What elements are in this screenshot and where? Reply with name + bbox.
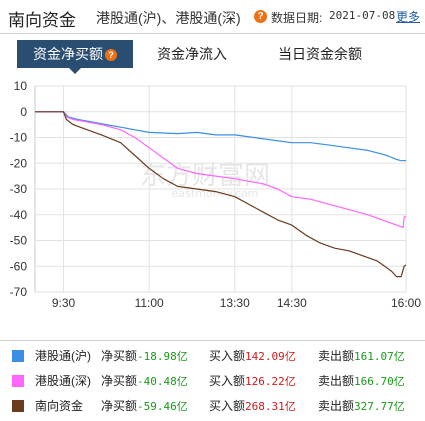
buy-value: 142.09亿: [245, 350, 296, 363]
legend-buy: 买入额268.31亿: [209, 396, 296, 417]
buy-label: 买入额: [209, 374, 246, 388]
legend-sell: 卖出额166.70亿: [318, 371, 405, 392]
legend-buy: 买入额126.22亿: [209, 371, 296, 392]
y-axis-labels: 10 0 -10 -20 -30 -40 -50 -60 -70: [10, 79, 28, 299]
tab-net-inflow[interactable]: 资金净流入: [152, 40, 232, 68]
chart-series: [35, 111, 407, 278]
legend-row: 港股通(沪) 净买额-18.98亿 买入额142.09亿 卖出额161.07亿: [0, 346, 425, 366]
y-tick-label: 0: [20, 105, 27, 119]
series-line-2[interactable]: [35, 111, 407, 229]
x-axis-labels: 9:30 11:00 13:30 14:30 16:00: [52, 296, 421, 310]
watermark: 东方财富网 eastmoney.com: [140, 161, 270, 200]
y-tick-label: -20: [10, 156, 28, 170]
legend-sell: 卖出额161.07亿: [318, 346, 405, 367]
legend-name: 南向资金: [35, 399, 84, 413]
legend-row: 南向资金 净买额-59.46亿 买入额268.31亿 卖出额327.77亿: [0, 396, 425, 416]
series-line-1[interactable]: [35, 111, 407, 162]
buy-value: 268.31亿: [245, 400, 296, 413]
y-tick-label: -50: [10, 234, 28, 248]
tab-bar: 资金净买额? 资金净流入 当日资金余额: [0, 40, 425, 74]
legend-net: 净买额-59.46亿: [101, 396, 188, 417]
legend-sell: 卖出额327.77亿: [318, 396, 405, 417]
buy-label: 买入额: [209, 399, 246, 413]
tab-net-inflow-label: 资金净流入: [157, 46, 227, 62]
sell-label: 卖出额: [318, 374, 355, 388]
x-tick-label: 9:30: [52, 296, 76, 310]
date-value: 2021-07-08: [329, 9, 396, 22]
markets-label: 港股通(沪)、港股通(深): [96, 10, 241, 26]
legend-swatch-sh: [12, 350, 24, 362]
tab-net-buy[interactable]: 资金净买额?: [17, 40, 133, 68]
y-tick-label: 10: [14, 79, 28, 93]
more-link[interactable]: 更多: [396, 10, 421, 24]
legend-swatch-sz: [12, 375, 24, 387]
help-icon[interactable]: ?: [254, 10, 267, 23]
net-value: -40.48亿: [137, 375, 188, 388]
sell-value: 161.07亿: [354, 350, 405, 363]
legend-name: 港股通(深): [35, 374, 91, 388]
net-value: -59.46亿: [137, 400, 188, 413]
watermark-sub: eastmoney.com: [172, 187, 259, 200]
sell-label: 卖出额: [318, 349, 355, 363]
y-tick-label: -60: [10, 259, 28, 273]
legend-net: 净买额-40.48亿: [101, 371, 188, 392]
header: 南向资金 港股通(沪)、港股通(深) ? 数据日期: 2021-07-08 更多: [0, 0, 425, 34]
page-title: 南向资金: [8, 11, 76, 30]
y-tick-label: -10: [10, 131, 28, 145]
legend-swatch-south: [12, 400, 24, 412]
tab-daily-balance[interactable]: 当日资金余额: [275, 40, 365, 68]
line-chart[interactable]: 东方财富网 eastmoney.com 10 0 -10 -20 -30 -40 -50 -6…: [0, 74, 425, 314]
buy-label: 买入额: [209, 349, 246, 363]
series-line-3[interactable]: [35, 111, 407, 278]
sell-value: 327.77亿: [354, 400, 405, 413]
buy-value: 126.22亿: [245, 375, 296, 388]
net-label: 净买额: [101, 399, 138, 413]
x-tick-label: 13:30: [220, 296, 250, 310]
y-tick-label: -70: [10, 285, 28, 299]
legend-buy: 买入额142.09亿: [209, 346, 296, 367]
net-value: -18.98亿: [137, 350, 188, 363]
legend-row: 港股通(深) 净买额-40.48亿 买入额126.22亿 卖出额166.70亿: [0, 371, 425, 391]
legend-net: 净买额-18.98亿: [101, 346, 188, 367]
active-tab-pointer: [69, 68, 81, 74]
watermark-main: 东方财富网: [140, 161, 270, 191]
legend-name: 港股通(沪): [35, 349, 91, 363]
chart-grid: [34, 85, 407, 293]
x-tick-label: 14:30: [277, 296, 307, 310]
net-label: 净买额: [101, 349, 138, 363]
y-tick-label: -40: [10, 208, 28, 222]
sell-value: 166.70亿: [354, 375, 405, 388]
legend: 港股通(沪) 净买额-18.98亿 买入额142.09亿 卖出额161.07亿 …: [0, 340, 425, 421]
tab-daily-balance-label: 当日资金余额: [278, 46, 362, 62]
y-tick-label: -30: [10, 182, 28, 196]
help-icon[interactable]: ?: [105, 49, 117, 61]
net-label: 净买额: [101, 374, 138, 388]
date-label: 数据日期:: [271, 11, 323, 25]
tab-net-buy-label: 资金净买额: [33, 46, 103, 62]
x-tick-label: 11:00: [135, 296, 164, 310]
sell-label: 卖出额: [318, 399, 355, 413]
x-tick-label: 16:00: [391, 296, 421, 310]
